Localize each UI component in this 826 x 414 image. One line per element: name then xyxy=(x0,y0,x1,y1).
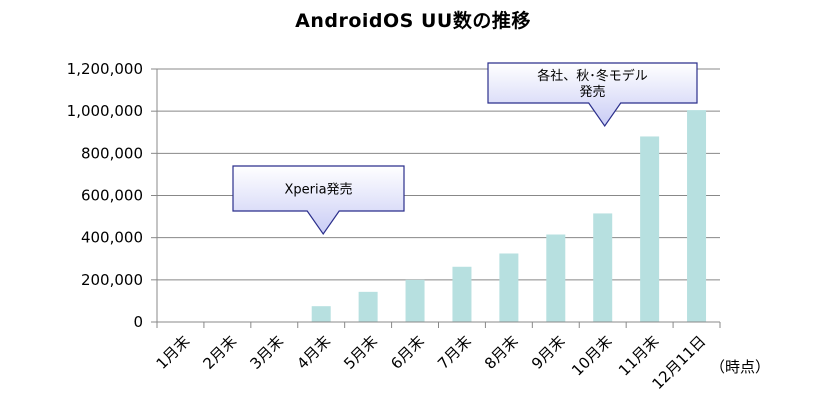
y-tick-labels: 0 200,000 400,000 600,000 800,000 1,000,000 1,… xyxy=(67,60,143,331)
bars xyxy=(311,110,707,322)
callout-text: 各社、秋･冬モデル xyxy=(537,68,648,84)
y-tick-label: 800,000 xyxy=(81,144,143,162)
x-tick-label: 8月末 xyxy=(481,332,522,373)
callout-text: 発売 xyxy=(579,84,605,100)
bar xyxy=(687,110,707,322)
bar xyxy=(311,306,331,322)
x-tick-label: 7月末 xyxy=(434,332,475,373)
x-tick-label: 4月末 xyxy=(293,332,334,373)
x-tick-label: 10月末 xyxy=(568,332,615,379)
bar xyxy=(452,266,472,322)
callout-shape xyxy=(232,165,405,236)
bar xyxy=(405,279,425,322)
bar xyxy=(593,213,613,322)
y-tick-label: 400,000 xyxy=(81,229,143,247)
x-tick-label: 9月末 xyxy=(528,332,569,373)
x-tick-labels: 1月末 2月末 3月末 4月末 5月末 6月末 7月末 8月末 9月末 10月末 11月末12月11… xyxy=(153,332,710,393)
y-tick-label: 200,000 xyxy=(81,271,143,289)
y-tick-label: 1,000,000 xyxy=(67,102,143,120)
x-tick-label: 6月末 xyxy=(387,332,428,373)
x-tick-label: 3月末 xyxy=(246,332,287,373)
y-tick-label: 0 xyxy=(133,313,143,331)
y-tick-label: 1,200,000 xyxy=(67,60,143,78)
bar xyxy=(546,234,566,322)
bar xyxy=(358,291,378,322)
callout-text: Xperia発売 xyxy=(284,182,352,198)
axes xyxy=(156,69,721,328)
x-unit-label: （時点） xyxy=(710,358,770,376)
y-tick-label: 600,000 xyxy=(81,187,143,205)
x-tick-label: 5月末 xyxy=(340,332,381,373)
bar xyxy=(640,136,660,322)
annotation-callout: Xperia発売 xyxy=(232,165,405,236)
x-tick-label: 1月末 xyxy=(153,332,194,373)
bar xyxy=(499,253,519,322)
x-tick-label: 2月末 xyxy=(200,332,241,373)
callout-shape xyxy=(487,62,698,128)
chart-title: AndroidOS UU数の推移 xyxy=(295,10,531,32)
